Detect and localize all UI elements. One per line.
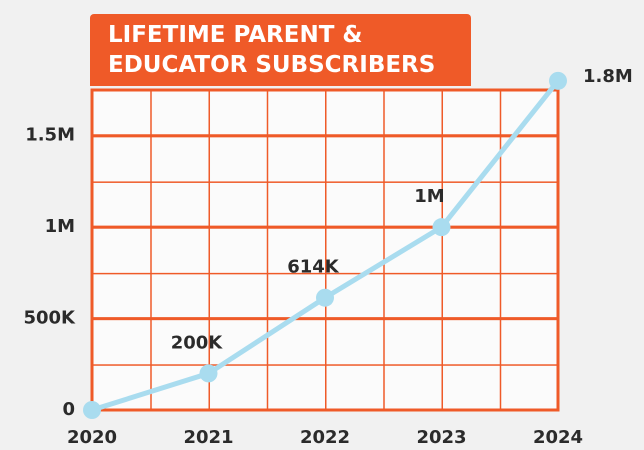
page: 0 500K 1M 1.5M 2020 2021 2022 2023 2024 200K 614K 1… [0,0,644,450]
y-tick-label: 1.5M [25,125,75,146]
chart-title: LIFETIME PARENT & EDUCATOR SUBSCRIBERS [90,14,471,86]
y-tick-label: 500K [23,308,76,329]
x-tick-label: 2022 [300,427,350,448]
point [83,401,101,419]
point [200,364,218,382]
plot-area [92,90,558,410]
x-tick-label: 2020 [67,427,117,448]
y-tick-label: 0 [62,399,75,420]
data-label: 1.8M [583,66,633,87]
point [433,218,451,236]
data-label: 1M [414,186,444,207]
data-label: 614K [287,257,340,278]
x-tick-label: 2023 [416,427,466,448]
x-tick-label: 2024 [533,427,583,448]
x-tick-label: 2021 [183,427,233,448]
point [316,289,334,307]
y-tick-label: 1M [45,216,75,237]
data-label: 200K [171,332,224,353]
point [549,72,567,90]
